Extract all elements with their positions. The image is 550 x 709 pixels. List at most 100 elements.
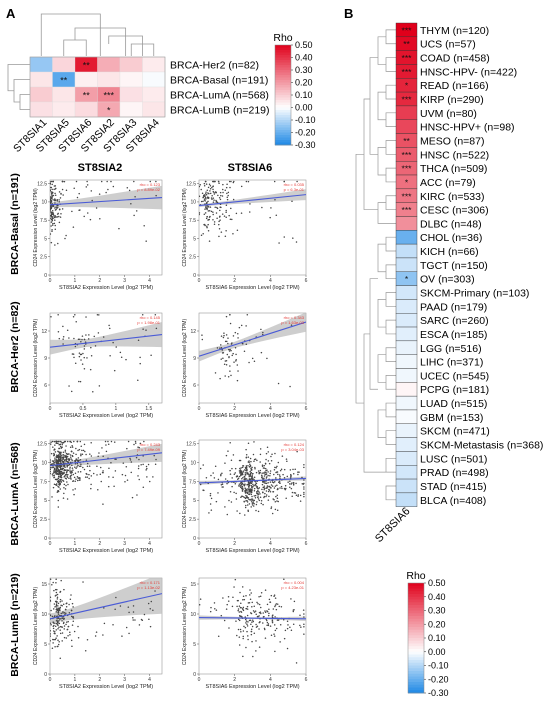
data-point: [199, 185, 201, 188]
data-point: [51, 194, 53, 197]
data-point: [204, 212, 207, 214]
significance-mark: *: [405, 274, 409, 284]
data-point: [56, 200, 59, 202]
heatmap-cell: [119, 86, 143, 103]
data-point: [297, 473, 299, 476]
data-point: [303, 613, 305, 615]
data-point: [256, 459, 258, 462]
y-tick-label: 12.5: [186, 442, 196, 448]
data-point: [86, 184, 89, 186]
data-point: [221, 486, 223, 488]
data-point: [230, 180, 232, 183]
data-point: [255, 623, 257, 626]
data-point: [264, 610, 266, 612]
data-point: [239, 512, 241, 515]
data-point: [251, 486, 253, 488]
data-point: [77, 477, 80, 479]
data-point: [252, 499, 254, 502]
data-point: [294, 468, 296, 470]
data-point: [211, 186, 213, 189]
data-point: [242, 606, 245, 609]
data-point: [225, 334, 228, 336]
data-point: [199, 603, 201, 606]
data-point: [205, 477, 208, 479]
data-point: [210, 197, 213, 199]
data-point: [129, 459, 132, 461]
rho-annotation: rho = 0.124: [284, 442, 305, 447]
x-tick-label: 0: [49, 278, 52, 284]
data-point: [221, 352, 224, 354]
data-point: [92, 472, 95, 475]
data-point: [66, 628, 69, 631]
data-point: [269, 470, 272, 472]
data-point: [82, 466, 84, 469]
data-point: [99, 466, 102, 469]
data-point: [53, 474, 55, 476]
data-point: [102, 455, 104, 457]
data-point: [291, 491, 294, 494]
data-point: [79, 459, 82, 461]
data-point: [57, 613, 60, 615]
colorbar-segment: [408, 624, 424, 628]
heatmap-cell: [395, 216, 418, 231]
data-point: [59, 472, 62, 475]
data-point: [72, 473, 75, 476]
data-point: [63, 483, 66, 486]
regression-line: [199, 477, 306, 484]
data-point: [267, 451, 270, 453]
data-point: [252, 655, 254, 658]
data-point: [69, 454, 72, 456]
data-point: [112, 624, 114, 626]
data-point: [73, 476, 76, 479]
data-point: [255, 626, 258, 628]
data-point: [252, 505, 255, 507]
data-point: [231, 467, 233, 470]
data-point: [54, 632, 56, 635]
heatmap-row-label: CESC (n=306): [420, 205, 489, 217]
data-point: [54, 588, 57, 591]
data-point: [63, 628, 65, 630]
data-point: [206, 189, 209, 191]
data-point: [102, 471, 104, 474]
data-point: [251, 504, 254, 506]
data-point: [204, 180, 207, 183]
data-point: [128, 632, 130, 635]
plot-area: [50, 578, 162, 659]
data-point: [251, 621, 253, 623]
data-point: [75, 458, 78, 460]
data-point: [242, 470, 245, 472]
data-point: [80, 341, 82, 343]
data-point: [221, 483, 224, 486]
dendrogram-link: [385, 112, 396, 127]
y-tick-label: 2.5: [189, 517, 196, 523]
data-point: [242, 608, 244, 610]
data-point: [53, 454, 55, 457]
data-point: [269, 481, 272, 483]
data-point: [56, 470, 58, 472]
data-point: [273, 473, 275, 476]
data-point: [291, 200, 293, 202]
data-point: [65, 484, 67, 487]
data-point: [303, 479, 305, 481]
data-point: [214, 465, 217, 467]
data-point: [54, 451, 57, 453]
data-point: [55, 460, 57, 462]
data-point: [279, 469, 282, 472]
data-point: [283, 578, 285, 580]
data-point: [261, 465, 264, 468]
data-point: [221, 213, 224, 215]
data-point: [253, 611, 256, 613]
data-point: [72, 489, 74, 491]
data-point: [227, 191, 230, 194]
y-tick-label: 2.5: [189, 255, 196, 261]
data-point: [50, 596, 52, 598]
data-point: [225, 209, 227, 212]
scatter-row-label: BRCA-Basal (n=191): [9, 173, 21, 275]
data-point: [236, 605, 238, 608]
data-point: [236, 379, 239, 382]
data-point: [77, 637, 80, 639]
data-point: [65, 234, 67, 237]
data-point: [270, 207, 272, 209]
significance-mark: ***: [402, 67, 413, 77]
data-point: [67, 483, 69, 486]
